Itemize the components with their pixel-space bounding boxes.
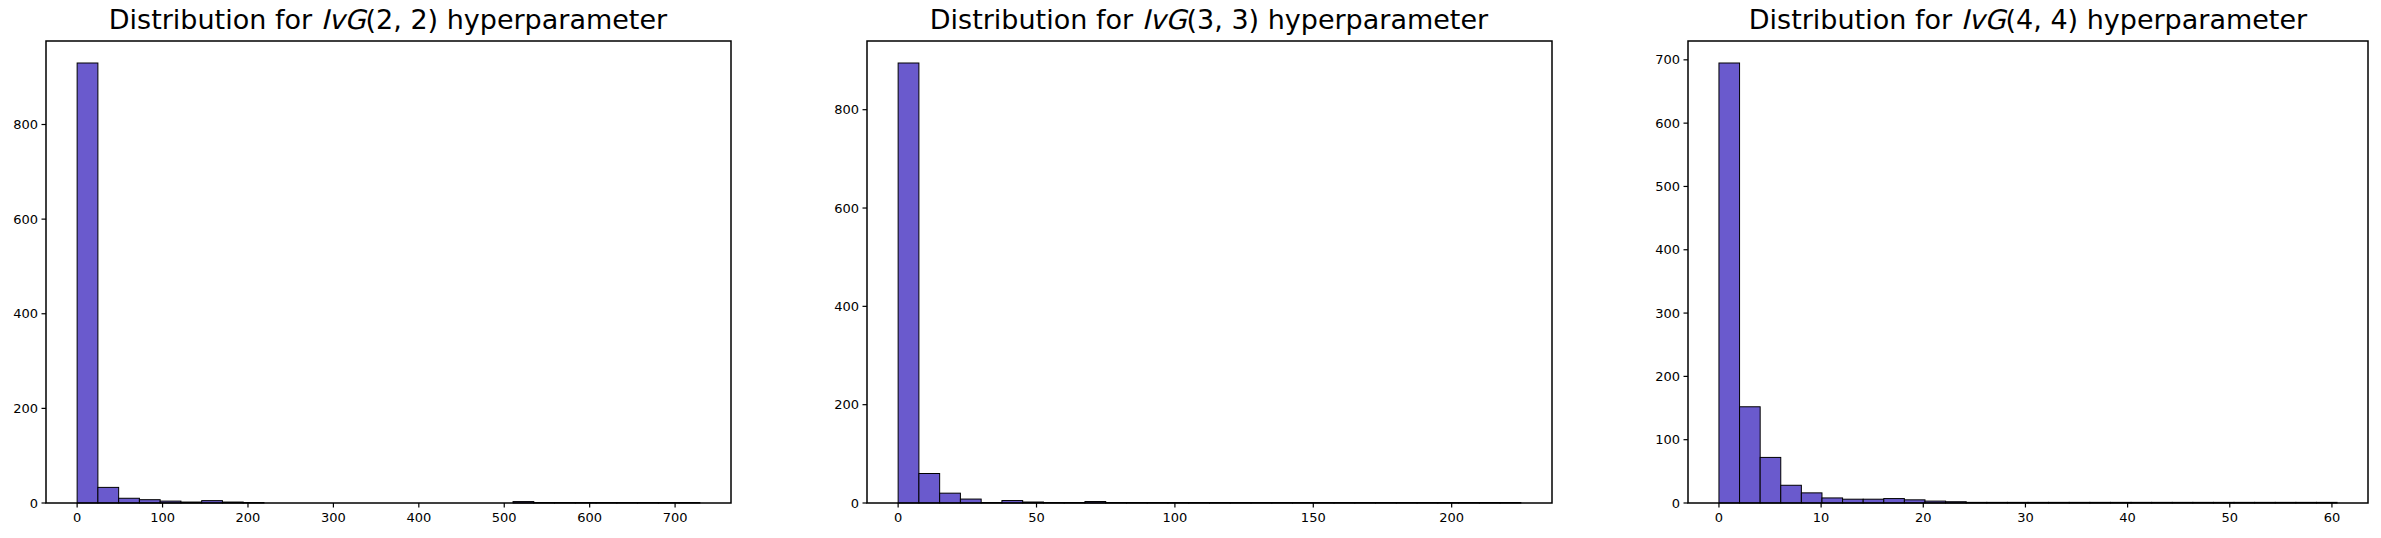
title-math-args: (3, 3) <box>1187 4 1260 35</box>
y-tick-label: 800 <box>13 117 38 132</box>
y-tick-label: 500 <box>1655 179 1680 194</box>
x-tick-label: 0 <box>73 510 81 525</box>
title-math-italic: IvG <box>321 4 366 35</box>
x-tick-label: 50 <box>1028 510 1045 525</box>
histogram-bar <box>77 63 98 503</box>
y-tick-label: 600 <box>13 212 38 227</box>
x-tick-label: 500 <box>492 510 517 525</box>
x-tick-label: 0 <box>1715 510 1723 525</box>
chart-title-ivg-2-2: Distribution for IvG(2, 2) hyperparamete… <box>78 2 698 38</box>
histogram-bar <box>919 474 940 503</box>
title-prefix: Distribution for <box>109 4 321 35</box>
x-tick-label: 100 <box>150 510 175 525</box>
y-tick-label: 400 <box>1655 242 1680 257</box>
axes-background <box>46 41 731 503</box>
y-tick-label: 0 <box>851 496 859 511</box>
x-tick-label: 200 <box>1439 510 1464 525</box>
x-tick-label: 0 <box>894 510 902 525</box>
x-tick-label: 20 <box>1915 510 1932 525</box>
y-tick-label: 0 <box>30 496 38 511</box>
y-tick-label: 600 <box>1655 116 1680 131</box>
y-tick-label: 200 <box>834 397 859 412</box>
histogram-bar <box>1822 498 1843 503</box>
y-tick-label: 300 <box>1655 306 1680 321</box>
histogram-bar <box>898 63 919 503</box>
x-tick-label: 200 <box>236 510 261 525</box>
x-tick-label: 600 <box>577 510 602 525</box>
y-tick-label: 400 <box>834 299 859 314</box>
x-tick-label: 400 <box>406 510 431 525</box>
histogram-figure: 0100200300400500600700020040060080005010… <box>0 0 2381 538</box>
x-tick-label: 50 <box>2221 510 2238 525</box>
axes-background <box>1688 41 2368 503</box>
histogram-bar <box>1740 407 1761 503</box>
histogram-bar <box>98 487 119 503</box>
x-tick-label: 60 <box>2324 510 2341 525</box>
chart-title-ivg-4-4: Distribution for IvG(4, 4) hyperparamete… <box>1718 2 2338 38</box>
axes-background <box>867 41 1552 503</box>
title-math-args: (2, 2) <box>366 4 439 35</box>
title-suffix: hyperparameter <box>438 4 667 35</box>
histogram-bar <box>1719 63 1740 503</box>
y-tick-label: 700 <box>1655 52 1680 67</box>
title-suffix: hyperparameter <box>2078 4 2307 35</box>
chart-title-ivg-3-3: Distribution for IvG(3, 3) hyperparamete… <box>899 2 1519 38</box>
histogram-bar <box>1781 485 1802 503</box>
title-math-italic: IvG <box>1961 4 2006 35</box>
title-math-args: (4, 4) <box>2006 4 2079 35</box>
histogram-bar <box>1760 457 1781 503</box>
x-tick-label: 30 <box>2017 510 2034 525</box>
histogram-bar <box>1801 493 1822 503</box>
x-tick-label: 40 <box>2119 510 2136 525</box>
x-tick-label: 100 <box>1162 510 1187 525</box>
title-suffix: hyperparameter <box>1259 4 1488 35</box>
y-tick-label: 600 <box>834 201 859 216</box>
x-tick-label: 150 <box>1301 510 1326 525</box>
title-prefix: Distribution for <box>1749 4 1961 35</box>
y-tick-label: 0 <box>1672 496 1680 511</box>
histograms-canvas: 0100200300400500600700020040060080005010… <box>0 0 2381 538</box>
title-prefix: Distribution for <box>930 4 1142 35</box>
y-tick-label: 100 <box>1655 432 1680 447</box>
x-tick-label: 300 <box>321 510 346 525</box>
title-math-italic: IvG <box>1142 4 1187 35</box>
y-tick-label: 800 <box>834 102 859 117</box>
y-tick-label: 200 <box>1655 369 1680 384</box>
y-tick-label: 400 <box>13 306 38 321</box>
x-tick-label: 700 <box>663 510 688 525</box>
y-tick-label: 200 <box>13 401 38 416</box>
x-tick-label: 10 <box>1813 510 1830 525</box>
histogram-bar <box>940 493 961 503</box>
